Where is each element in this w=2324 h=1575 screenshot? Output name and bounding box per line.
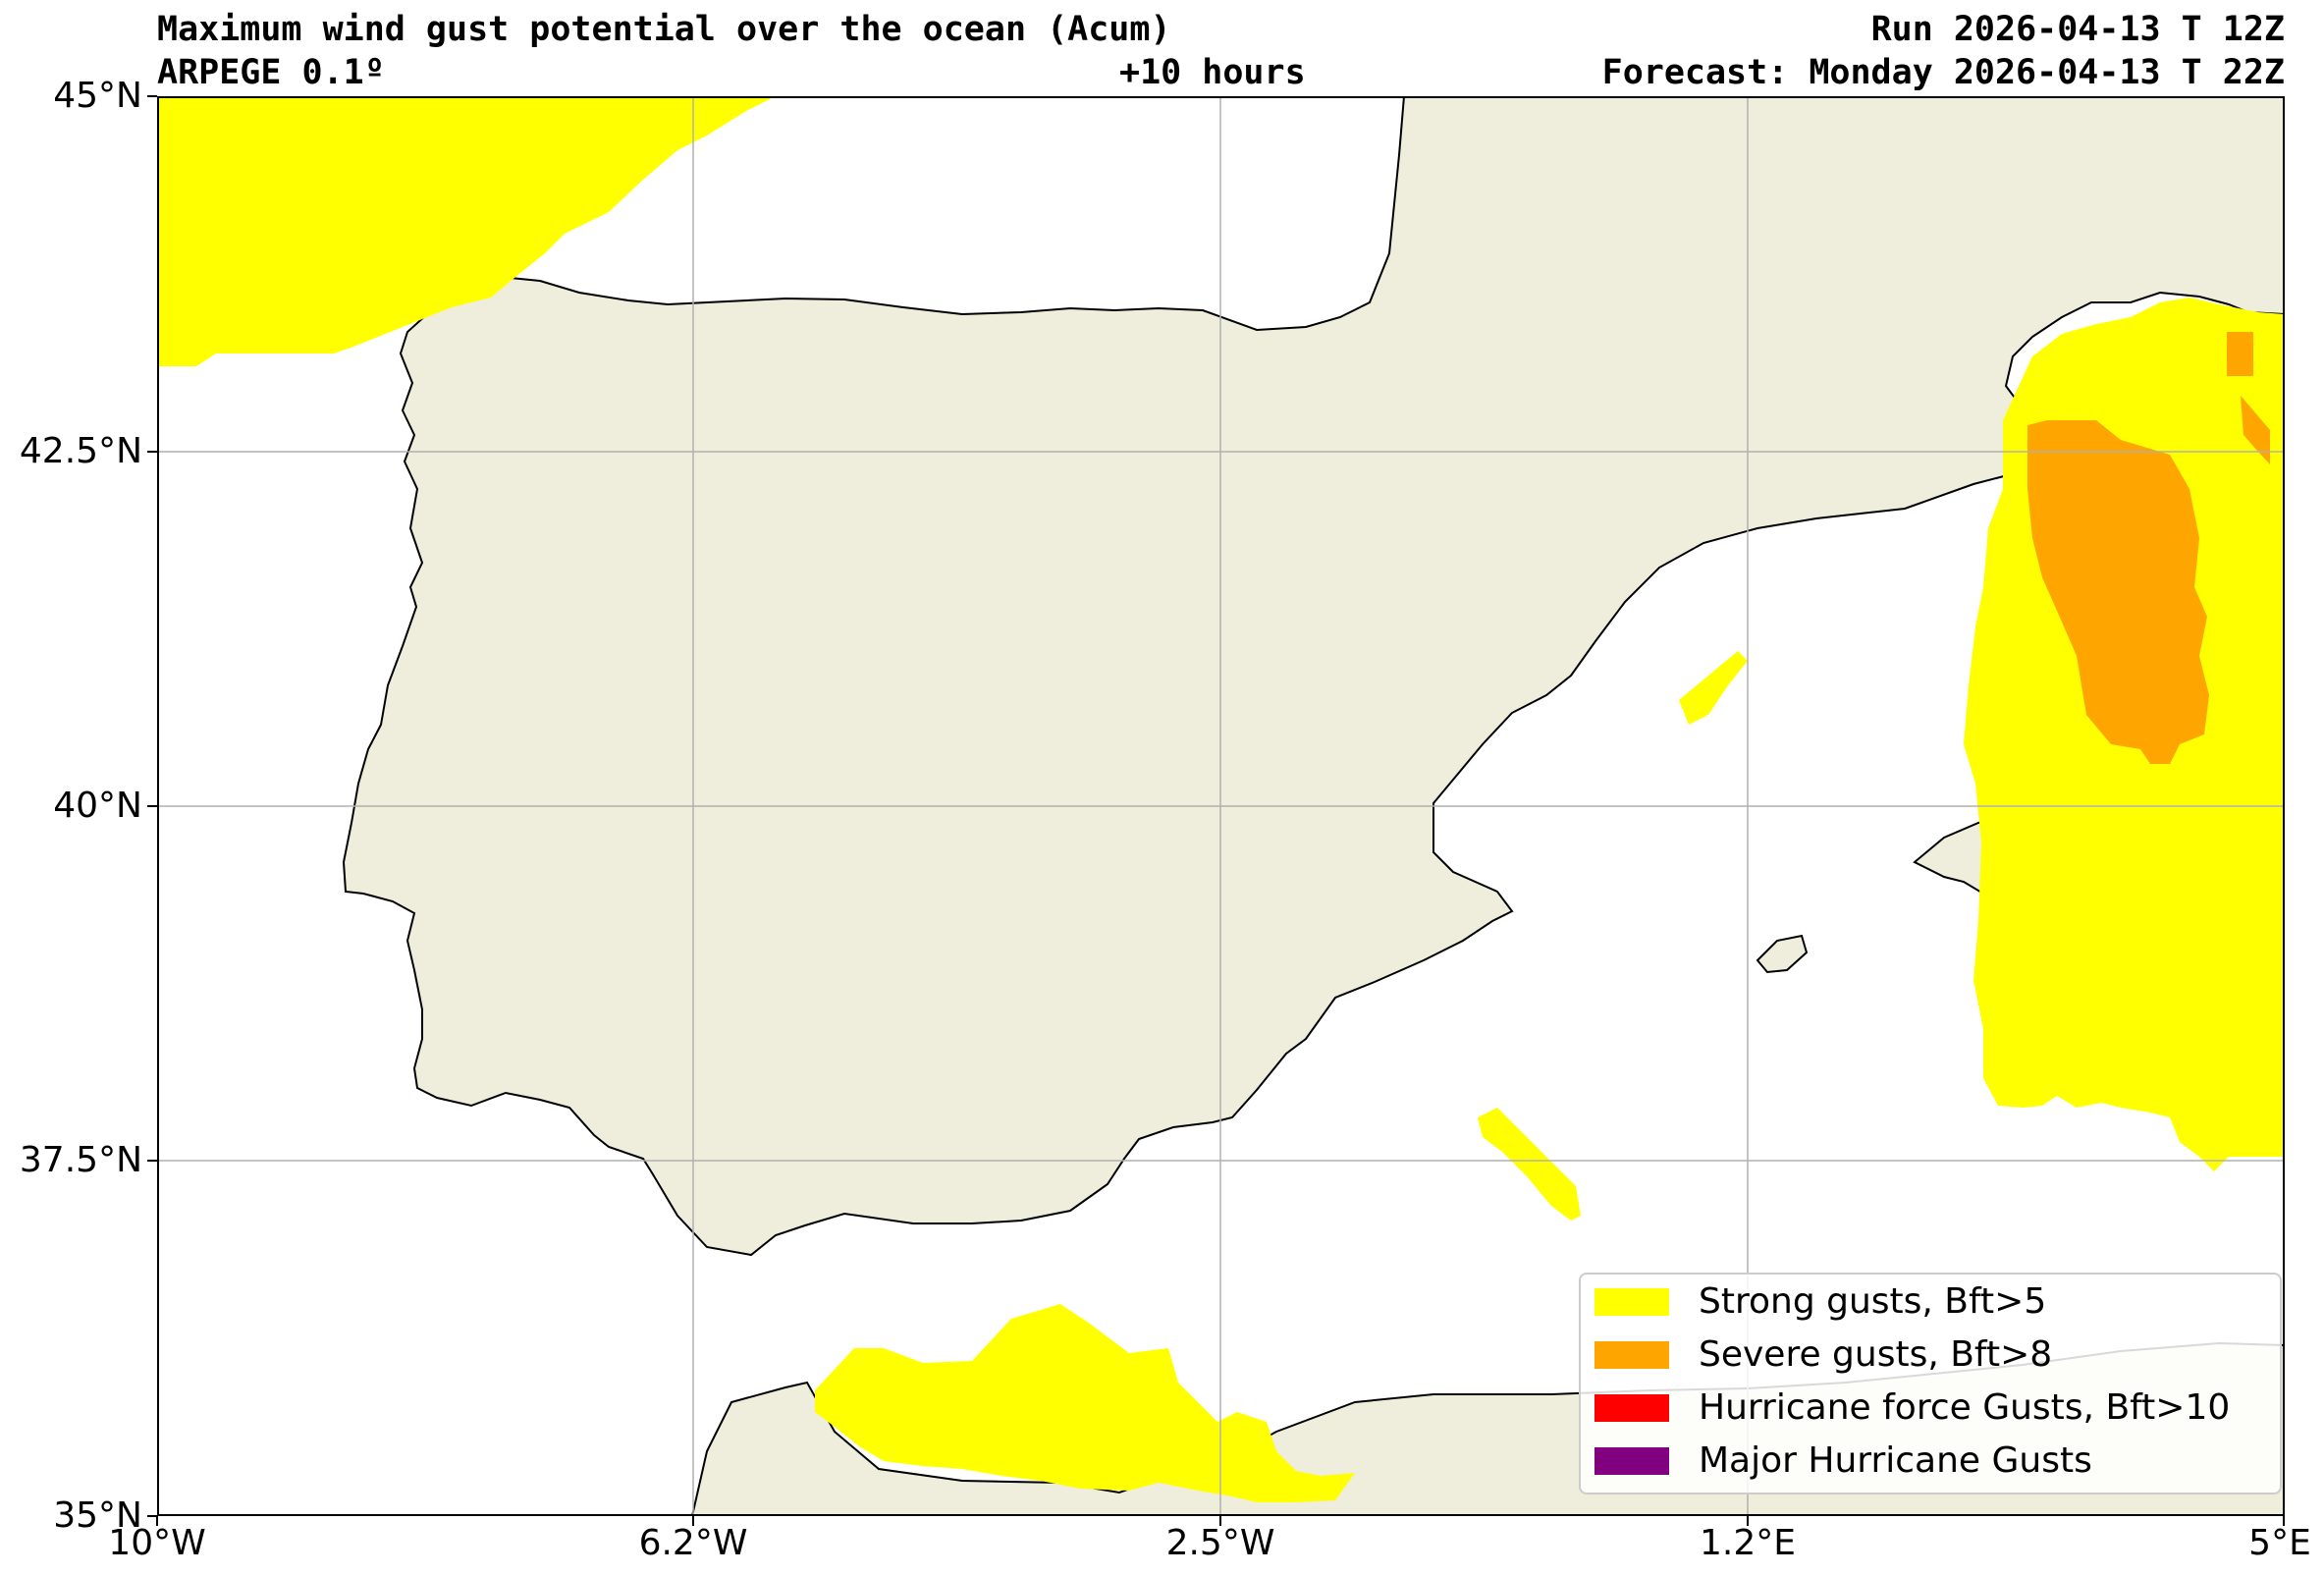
legend-label-major-hurricane: Major Hurricane Gusts xyxy=(1699,1440,2092,1481)
lat-label-35n: 35°N xyxy=(53,1495,142,1536)
legend-swatch-severe xyxy=(1594,1341,1669,1369)
legend-label-hurricane: Hurricane force Gusts, Bft>10 xyxy=(1699,1387,2231,1428)
lat-label-45n: 45°N xyxy=(53,76,142,116)
legend-item-hurricane: Hurricane force Gusts, Bft>10 xyxy=(1594,1388,2230,1428)
lon-label-6-2w: 6.2°W xyxy=(638,1523,748,1563)
forecast-time: Forecast: Monday 2026-04-13 T 22Z xyxy=(1601,53,2285,92)
legend-label-severe: Severe gusts, Bft>8 xyxy=(1699,1334,2053,1375)
map-svg xyxy=(157,96,2285,1516)
legend-item-major-hurricane: Major Hurricane Gusts xyxy=(1594,1441,2092,1481)
land-iberia xyxy=(342,96,2285,1257)
gust-area-valencia xyxy=(1679,651,1748,725)
map-canvas[interactable] xyxy=(157,96,2285,1516)
model-name: ARPEGE 0.1º xyxy=(157,53,385,92)
legend-item-strong: Strong gusts, Bft>5 xyxy=(1594,1282,2046,1322)
lead-time: +10 hours xyxy=(1119,53,1306,92)
gust-area-severe-east xyxy=(2241,396,2270,464)
gust-area-cabo-de-gata xyxy=(1478,1108,1581,1221)
gust-area-biscay xyxy=(157,96,776,366)
lon-label-5e: 5°E xyxy=(2248,1523,2311,1563)
lat-label-37-5n: 37.5°N xyxy=(19,1140,142,1180)
legend-label-strong: Strong gusts, Bft>5 xyxy=(1699,1281,2047,1322)
lon-label-10w: 10°W xyxy=(108,1523,206,1563)
map-title: Maximum wind gust potential over the oce… xyxy=(157,10,1171,49)
legend: Strong gusts, Bft>5 Severe gusts, Bft>8 … xyxy=(1579,1273,2282,1494)
graticule xyxy=(157,96,2285,1516)
gust-area-severe-north xyxy=(2227,332,2253,376)
legend-swatch-strong xyxy=(1594,1288,1669,1316)
lon-label-2-5w: 2.5°W xyxy=(1165,1523,1275,1563)
gust-area-severe-core xyxy=(2027,420,2209,764)
lat-label-42-5n: 42.5°N xyxy=(19,431,142,471)
lon-label-1-2e: 1.2°E xyxy=(1700,1523,1796,1563)
land-ibiza xyxy=(1756,934,1809,974)
legend-swatch-major-hurricane xyxy=(1594,1447,1669,1475)
lat-label-40n: 40°N xyxy=(53,786,142,826)
legend-swatch-hurricane xyxy=(1594,1394,1669,1422)
legend-item-severe: Severe gusts, Bft>8 xyxy=(1594,1335,2052,1375)
run-time: Run 2026-04-13 T 12Z xyxy=(1870,10,2285,49)
